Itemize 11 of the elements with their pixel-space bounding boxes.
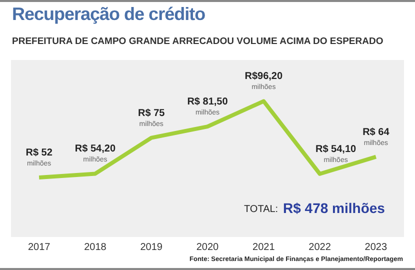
chart-subtitle: PREFEITURA DE CAMPO GRANDE ARRECADOU VOLUME ACIMA DO ESPERADO (12, 36, 384, 47)
x-tick-label: 2023 (364, 242, 388, 253)
x-tick-label: 2022 (308, 242, 332, 253)
x-tick-label: 2018 (84, 242, 107, 253)
text: TOTAL: (244, 204, 278, 215)
x-tick-label: 2017 (28, 242, 51, 253)
chart-title: Recuperação de crédito (12, 4, 206, 25)
x-tick-label: 2021 (252, 242, 276, 253)
x-tick-label: 2019 (140, 242, 163, 253)
x-tick-label: 2020 (196, 242, 220, 253)
text: R$ 478 milhões (283, 200, 385, 216)
